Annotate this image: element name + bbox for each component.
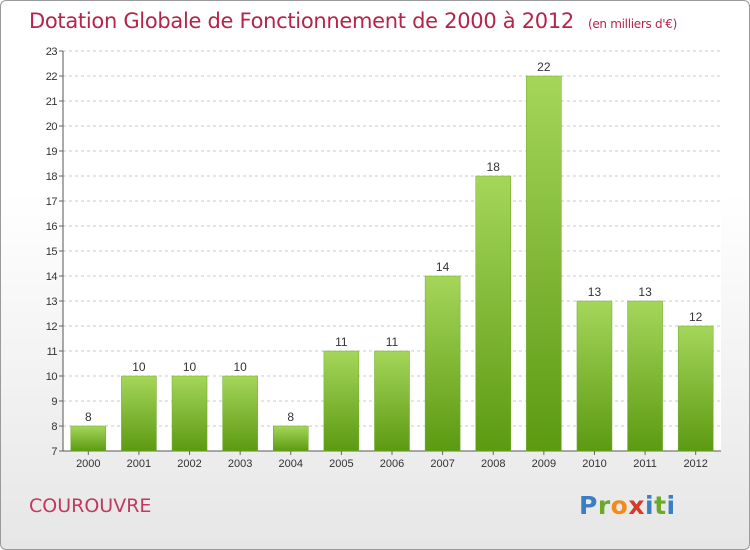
data-label: 11 <box>386 335 399 349</box>
bar <box>677 325 714 452</box>
bar <box>273 425 309 452</box>
x-tick-label: 2008 <box>481 458 505 470</box>
x-tick-label: 2004 <box>279 458 303 470</box>
y-tick-label: 9 <box>51 396 57 408</box>
y-tick-label: 23 <box>46 46 58 58</box>
y-tick-label: 18 <box>46 171 58 183</box>
logo-letter: r <box>597 491 611 520</box>
x-tick-label: 2007 <box>430 458 454 470</box>
y-tick-label: 10 <box>46 371 58 383</box>
x-tick-label: 2002 <box>177 458 201 470</box>
bar <box>171 375 208 452</box>
y-tick-label: 15 <box>46 246 58 258</box>
x-tick-label: 2010 <box>582 458 606 470</box>
data-label: 10 <box>132 360 146 374</box>
chart-title: Dotation Globale de Fonctionnement de 20… <box>29 9 677 33</box>
chart-unit: (en milliers d'€) <box>587 17 677 31</box>
bar <box>222 375 258 452</box>
x-tick-label: 2009 <box>532 458 556 470</box>
data-label: 8 <box>287 410 294 424</box>
y-tick-label: 12 <box>46 321 58 333</box>
logo-letter: x <box>628 491 645 520</box>
data-label: 13 <box>588 285 602 299</box>
y-tick-label: 14 <box>46 271 58 283</box>
x-tick-label: 2005 <box>329 458 353 470</box>
x-tick-label: 2001 <box>127 458 151 470</box>
bar <box>70 425 107 452</box>
x-tick-label: 2003 <box>228 458 252 470</box>
x-tick-label: 2000 <box>76 458 100 470</box>
y-tick-label: 21 <box>46 96 58 108</box>
bar <box>576 300 613 452</box>
bar <box>424 275 461 452</box>
bar <box>121 375 157 452</box>
logo-letter: o <box>610 491 629 520</box>
y-tick-label: 11 <box>47 346 58 358</box>
y-tick-label: 22 <box>46 71 58 83</box>
y-tick-label: 13 <box>46 296 58 308</box>
data-label: 12 <box>689 310 703 324</box>
data-label: 14 <box>436 260 450 274</box>
y-tick-label: 7 <box>51 446 57 458</box>
data-label: 18 <box>487 160 501 174</box>
bar <box>526 75 562 452</box>
data-label: 22 <box>537 60 551 74</box>
proxiti-logo[interactable]: Proxiti <box>579 491 676 520</box>
bar <box>475 175 511 452</box>
logo-letter: i <box>645 491 655 520</box>
x-tick-label: 2011 <box>633 458 657 470</box>
data-label: 10 <box>183 360 197 374</box>
y-tick-label: 8 <box>51 421 57 433</box>
data-label: 8 <box>85 410 92 424</box>
logo-letter: t <box>654 491 667 520</box>
logo-letter: i <box>666 491 676 520</box>
y-tick-label: 17 <box>46 196 58 208</box>
data-label: 11 <box>335 335 348 349</box>
chart-title-text: Dotation Globale de Fonctionnement de 20… <box>29 9 574 33</box>
bar <box>374 350 410 452</box>
y-tick-label: 16 <box>46 221 58 233</box>
y-tick-label: 19 <box>46 146 58 158</box>
logo-letter: P <box>579 491 598 520</box>
data-label: 10 <box>233 360 247 374</box>
data-label: 13 <box>638 285 652 299</box>
bar <box>627 300 663 452</box>
x-tick-label: 2006 <box>380 458 404 470</box>
x-tick-label: 2012 <box>683 458 707 470</box>
commune-name: COUROUVRE <box>29 495 152 517</box>
bar <box>323 350 360 452</box>
y-tick-label: 20 <box>46 121 58 133</box>
